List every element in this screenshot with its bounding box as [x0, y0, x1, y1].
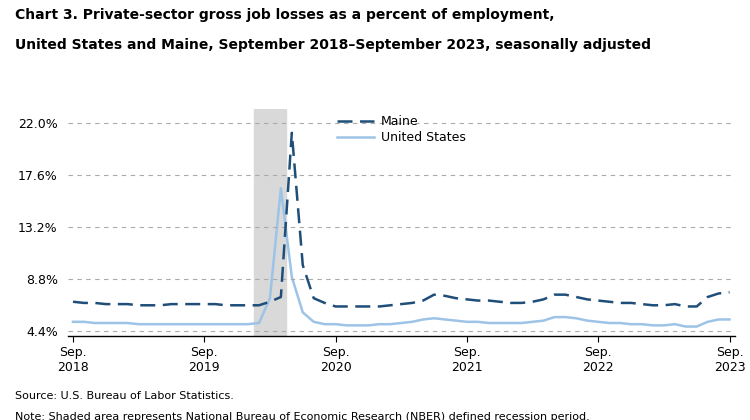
Legend: Maine, United States: Maine, United States [337, 116, 466, 144]
Bar [254, 109, 286, 336]
Text: Source: U.S. Bureau of Labor Statistics.: Source: U.S. Bureau of Labor Statistics. [15, 391, 234, 401]
Text: United States and Maine, September 2018–September 2023, seasonally adjusted: United States and Maine, September 2018–… [15, 38, 651, 52]
Text: Note: Shaded area represents National Bureau of Economic Research (NBER) defined: Note: Shaded area represents National Bu… [15, 412, 590, 420]
Text: Chart 3. Private-sector gross job losses as a percent of employment,: Chart 3. Private-sector gross job losses… [15, 8, 554, 22]
